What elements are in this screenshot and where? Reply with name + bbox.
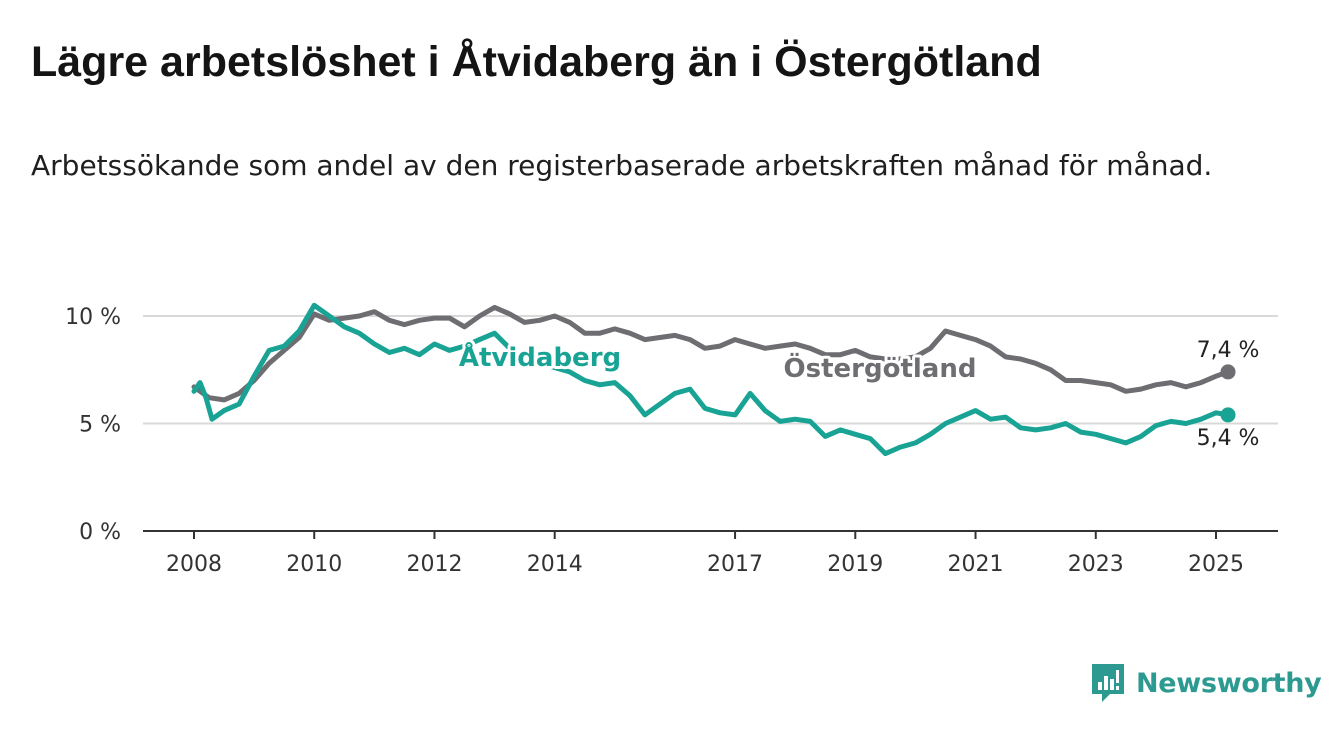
- x-tick-label: 2014: [527, 552, 583, 577]
- y-tick-label: 0 %: [79, 520, 121, 545]
- series-labels: 7,4 % 5,4 % Östergötland Åtvidaberg: [456, 338, 1260, 451]
- brand-name: Newsworthy: [1136, 667, 1322, 699]
- x-tick-label: 2017: [707, 552, 763, 577]
- x-tick-label: 2008: [166, 552, 222, 577]
- end-value-label: 5,4 %: [1197, 426, 1260, 451]
- end-point-marker: [1220, 407, 1236, 423]
- x-tick-label: 2019: [827, 552, 883, 577]
- chart-subtitle: Arbetssökande som andel av den registerb…: [31, 149, 1213, 182]
- series-lines: [191, 302, 1236, 457]
- chart-title: Lägre arbetslöshet i Åtvidaberg än i Öst…: [31, 38, 1042, 86]
- line-chart: 0 %5 %10 % 2008 2010 2012 2014 2017 2019 2021 2…: [65, 302, 1278, 577]
- series-line-ostergotland: [191, 304, 1231, 403]
- end-value-label: 7,4 %: [1197, 338, 1260, 363]
- series-line-atvidaberg: [191, 302, 1231, 457]
- y-tick-label: 5 %: [79, 413, 121, 438]
- end-point-marker: [1220, 364, 1236, 380]
- gridlines: 0 % 5 % 10 %: [65, 305, 1278, 545]
- newsworthy-logo-icon: [1092, 664, 1124, 702]
- x-tick-label: 2021: [948, 552, 1004, 577]
- x-tick-label: 2025: [1188, 552, 1244, 577]
- x-axis: 2008 2010 2012 2014 2017 2019 2021 2023 2025: [143, 530, 1278, 577]
- series-label-ostergotland: Östergötland: [784, 351, 977, 384]
- y-tick-label: 10 %: [65, 305, 121, 330]
- x-tick-label: 2023: [1068, 552, 1124, 577]
- series-label-atvidaberg: Åtvidaberg: [459, 341, 621, 373]
- x-tick-label: 2012: [406, 552, 462, 577]
- x-tick-label: 2010: [286, 552, 342, 577]
- brand-logo: Newsworthy: [1090, 662, 1322, 704]
